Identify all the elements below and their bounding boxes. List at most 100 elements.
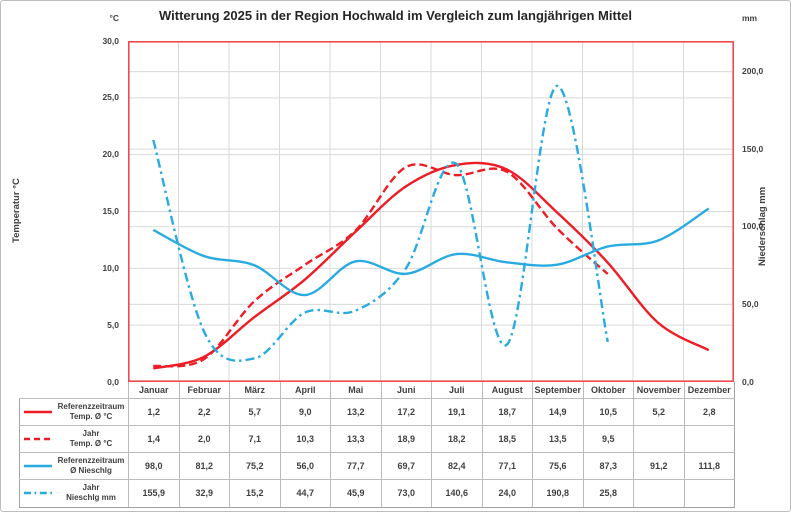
value-cell <box>683 424 735 454</box>
value-cell: 77,1 <box>481 451 533 481</box>
left-axis-tick-label: 10,0 <box>102 262 119 273</box>
value-cell: 13,2 <box>330 397 382 426</box>
value-cell: 1,2 <box>128 397 180 426</box>
right-axis-unit: mm <box>742 13 758 23</box>
value-cell: 1,4 <box>128 424 180 454</box>
legend-label: Jahr Temp. Ø °C <box>69 428 113 448</box>
value-cell: 44,7 <box>279 479 331 508</box>
legend-cell: Referenzzeitraum Temp. Ø °C <box>19 397 129 426</box>
table-row: Referenzzeitraum Ø Nieschlg 98,0 81,2 75,2 56… <box>19 451 735 481</box>
left-axis-tick-label: 25,0 <box>102 92 119 103</box>
right-axis-tick-label: 50,0 <box>742 298 759 309</box>
gridlines <box>128 41 734 382</box>
month-header-cell: November <box>633 382 685 399</box>
value-cell: 2,8 <box>683 397 735 426</box>
value-cell: 18,2 <box>431 424 483 454</box>
value-cell: 15,2 <box>229 479 281 508</box>
value-cell: 77,7 <box>330 451 382 481</box>
value-cell: 19,1 <box>431 397 483 426</box>
value-cell: 2,2 <box>178 397 230 426</box>
value-cell: 7,1 <box>229 424 281 454</box>
value-cell: 87,3 <box>582 451 634 481</box>
value-cell: 45,9 <box>330 479 382 508</box>
value-cell: 10,3 <box>279 424 331 454</box>
left-axis-title: Temperatur °C <box>11 178 22 244</box>
value-cell: 56,0 <box>279 451 331 481</box>
legend-line-swatch <box>24 492 52 495</box>
value-cell: 9,0 <box>279 397 331 426</box>
legend-cell: Referenzzeitraum Ø Nieschlg <box>19 451 129 481</box>
chart-title: Witterung 2025 in der Region Hochwald im… <box>158 8 632 23</box>
table-row: Jahr Temp. Ø °C 1,4 2,0 7,1 10,3 13,3 18,9 18,2 1… <box>19 424 735 454</box>
legend-cell: Jahr Temp. Ø °C <box>19 424 129 454</box>
legend-label: Referenzzeitraum Temp. Ø °C <box>57 401 125 421</box>
value-cell <box>683 479 735 508</box>
value-cell: 13,5 <box>532 424 584 454</box>
value-cell: 75,2 <box>229 451 281 481</box>
left-axis-tick-label: 30,0 <box>102 35 119 46</box>
series-line-2 <box>152 207 710 297</box>
table-row: Jahr Nieschlg mm 155,9 32,9 15,2 44,7 45,9 73,0… <box>19 479 735 508</box>
legend-line-swatch <box>24 464 52 468</box>
value-cell: 140,6 <box>431 479 483 508</box>
value-cell: 81,2 <box>178 451 230 481</box>
value-cell: 155,9 <box>128 479 180 508</box>
table-row: Referenzzeitraum Temp. Ø °C 1,2 2,2 5,7 9,0 13… <box>19 397 735 426</box>
month-header-cell: April <box>279 382 331 399</box>
value-cell: 10,5 <box>582 397 634 426</box>
value-cell: 82,4 <box>431 451 483 481</box>
left-axis-tick-label: 0,0 <box>107 376 119 387</box>
right-axis-tick-label: 100,0 <box>742 221 764 232</box>
month-header-cell: Juli <box>431 382 483 399</box>
value-cell: 5,2 <box>633 397 685 426</box>
plot-area <box>128 41 734 382</box>
month-header-cell: August <box>481 382 533 399</box>
month-header-cell: Juni <box>380 382 432 399</box>
month-header-cell: Oktober <box>582 382 634 399</box>
legend-label: Referenzzeitraum Ø Nieschlg <box>57 456 125 476</box>
month-header-cell: März <box>229 382 281 399</box>
legend-cell: Jahr Nieschlg mm <box>19 479 129 508</box>
month-header-cell: Dezember <box>683 382 735 399</box>
month-header-cell: Januar <box>128 382 180 399</box>
value-cell <box>633 424 685 454</box>
value-cell: 98,0 <box>128 451 180 481</box>
right-axis-tick-label: 200,0 <box>742 66 764 77</box>
value-cell: 5,7 <box>229 397 281 426</box>
legend-label: Jahr Nieschlg mm <box>66 483 116 503</box>
series-line-1 <box>153 163 609 368</box>
legend-line-swatch <box>24 410 52 413</box>
value-cell <box>633 479 685 508</box>
value-cell: 13,3 <box>330 424 382 454</box>
value-cell: 24,0 <box>481 479 533 508</box>
month-header-cell: Februar <box>178 382 230 399</box>
month-header-cell: September <box>532 382 584 399</box>
series-line-3 <box>152 84 609 362</box>
right-axis-tick-label: 0,0 <box>742 376 754 387</box>
left-axis-tick-label: 5,0 <box>107 319 119 330</box>
value-cell: 17,2 <box>380 397 432 426</box>
value-cell: 69,7 <box>380 451 432 481</box>
value-cell: 73,0 <box>380 479 432 508</box>
table-corner-spacer <box>20 382 129 398</box>
left-axis-unit: °C <box>109 13 119 23</box>
value-cell: 18,5 <box>481 424 533 454</box>
value-cell: 18,7 <box>481 397 533 426</box>
plot-border <box>128 41 734 382</box>
value-cell: 18,9 <box>380 424 432 454</box>
value-cell: 190,8 <box>532 479 584 508</box>
value-cell: 14,9 <box>532 397 584 426</box>
value-cell: 75,6 <box>532 451 584 481</box>
value-cell: 2,0 <box>178 424 230 454</box>
value-cell: 111,8 <box>683 451 735 481</box>
left-axis-tick-label: 15,0 <box>102 206 119 216</box>
right-axis-tick-label: 150,0 <box>742 143 764 154</box>
value-cell: 9,5 <box>582 424 634 454</box>
value-cell: 32,9 <box>178 479 230 508</box>
value-cell: 91,2 <box>633 451 685 481</box>
value-cell: 25,8 <box>582 479 634 508</box>
data-table: Januar Februar März April Mai Juni Juli August S… <box>19 382 735 508</box>
left-axis-tick-label: 20,0 <box>102 149 119 160</box>
month-header-cell: Mai <box>330 382 382 399</box>
legend-line-swatch <box>24 437 52 441</box>
